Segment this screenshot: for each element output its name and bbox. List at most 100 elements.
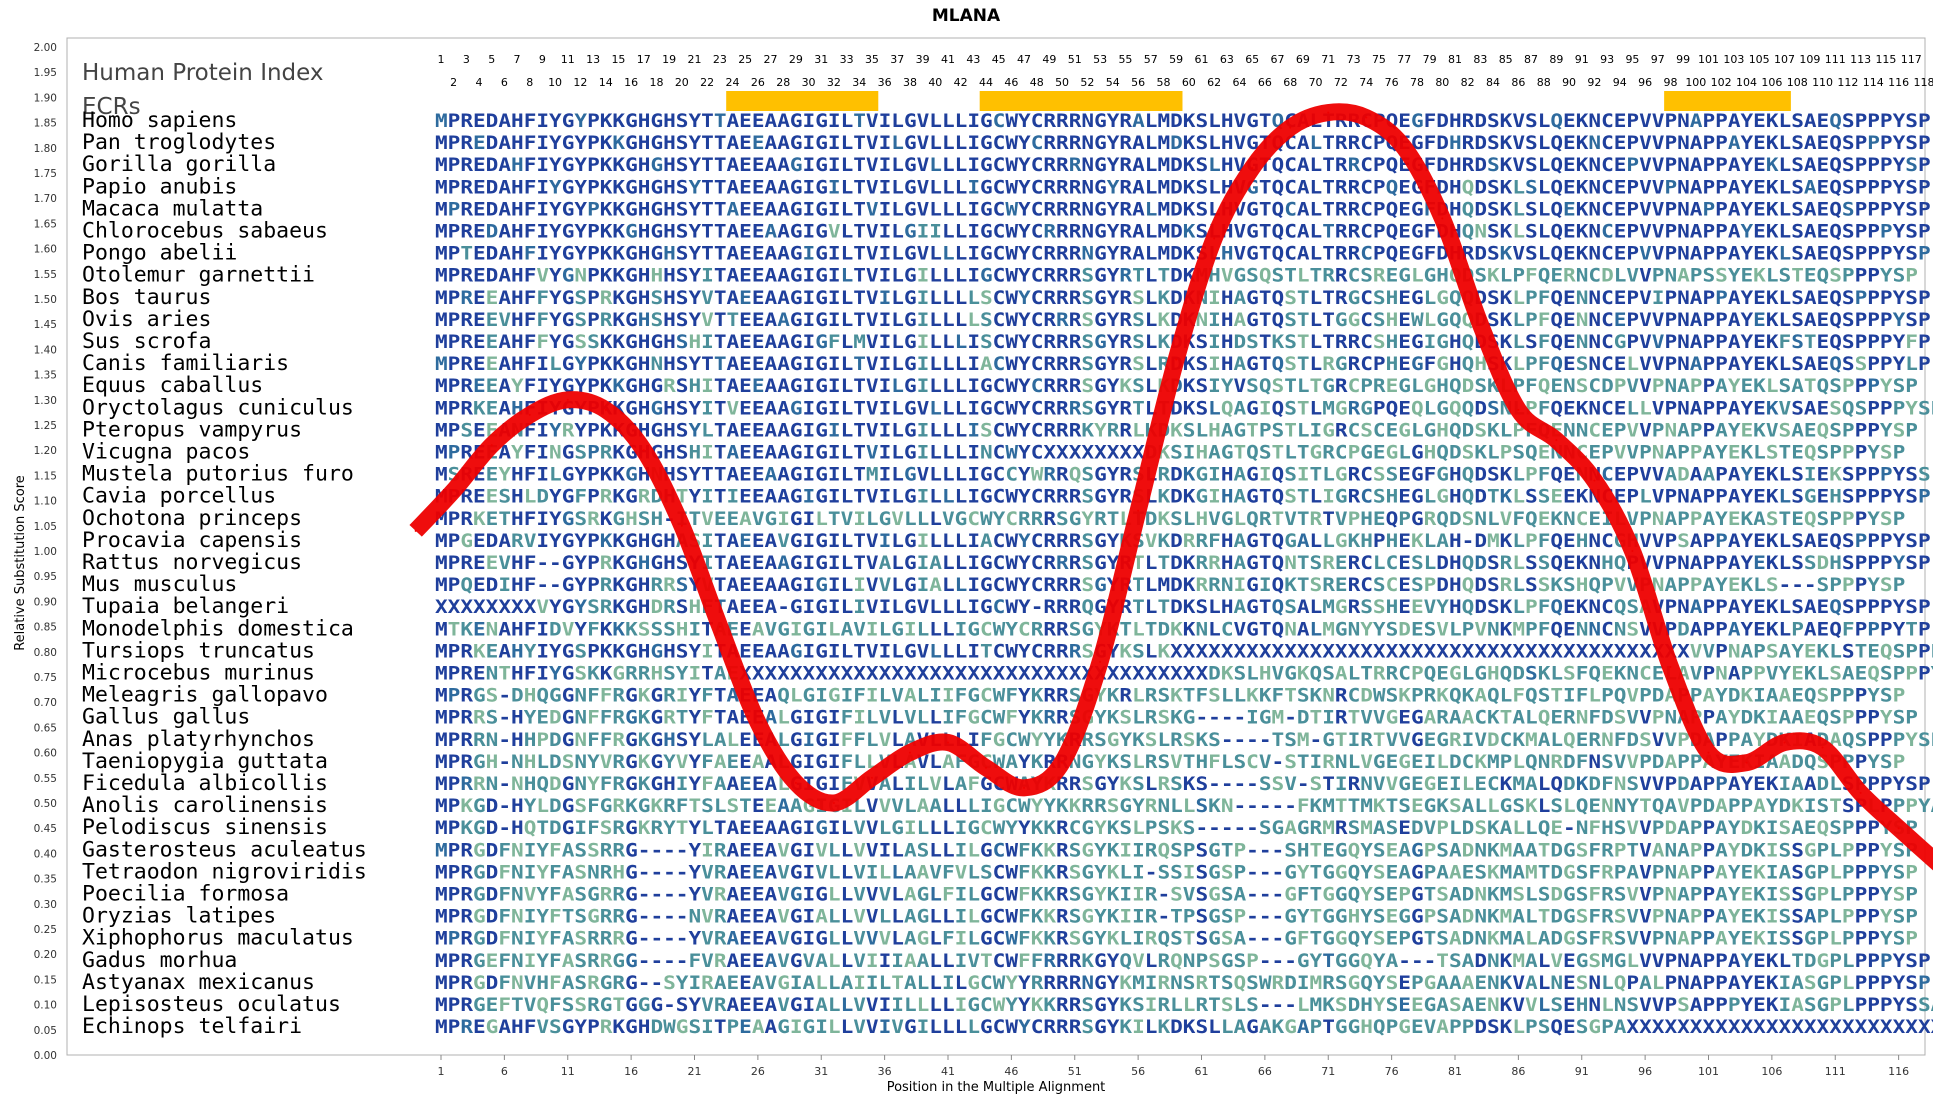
protein-index-number: 75 [1372, 53, 1386, 66]
species-name: Mus musculus [82, 572, 237, 597]
protein-index-number: 101 [1698, 53, 1719, 66]
x-tick-label: 66 [1258, 1065, 1272, 1078]
species-name: Oryctolagus cuniculus [82, 395, 354, 420]
ecr-bar [979, 91, 1183, 111]
y-tick-label: 0.95 [34, 571, 57, 583]
score-point [1403, 146, 1406, 149]
x-tick-label: 101 [1698, 1065, 1719, 1078]
sequence-row: MPRGDFNIYFASSRRG----YIRAEEAVGIVLLVVILASL… [435, 840, 1918, 861]
protein-index-number: 105 [1749, 53, 1770, 66]
protein-index-number: 88 [1537, 76, 1551, 89]
protein-index-number: 82 [1461, 76, 1475, 89]
ecr-label: ECRs [82, 94, 141, 120]
protein-index-number: 77 [1397, 53, 1411, 66]
sequence-row: MPTEDAHFIYGYPKKGHGHSYTTAEEAAGIGILTVILGVL… [435, 244, 1931, 265]
species-name: Ovis aries [82, 307, 211, 332]
y-tick-label: 0.05 [34, 1025, 57, 1037]
species-name: Bos taurus [82, 285, 211, 310]
protein-index-number: 79 [1423, 53, 1437, 66]
y-tick-label: 0.80 [34, 647, 57, 659]
y-tick-label: 1.20 [34, 445, 57, 457]
species-name: Oryzias latipes [82, 904, 276, 929]
y-tick-label: 0.30 [34, 899, 57, 911]
protein-index-number: 54 [1106, 76, 1120, 89]
protein-index-number: 117 [1901, 53, 1922, 66]
ecr-bar [726, 91, 879, 111]
species-name: Gallus gallus [82, 705, 250, 730]
protein-index-number: 65 [1245, 53, 1259, 66]
x-tick-label: 91 [1575, 1065, 1589, 1078]
chart-title: MLANA [932, 6, 1001, 26]
score-point [604, 408, 607, 411]
x-tick-label: 11 [561, 1065, 575, 1078]
y-tick-label: 1.95 [34, 67, 57, 79]
species-name: Procavia capensis [82, 528, 302, 553]
protein-index-number: 62 [1207, 76, 1221, 89]
x-axis-label: Position in the Multiple Alignment [887, 1080, 1106, 1095]
protein-index-number: 116 [1888, 76, 1909, 89]
species-name: Gasterosteus aculeatus [82, 837, 367, 862]
sequence-row: MPRGDFNIYFTSGRRG----NVRAEEAVGIALLVVLLAGL… [435, 907, 1918, 928]
species-name: Rattus norvegicus [82, 550, 302, 575]
protein-index-number: 10 [548, 76, 562, 89]
protein-index-number: 32 [827, 76, 841, 89]
protein-index-number: 74 [1359, 76, 1373, 89]
protein-index-number: 59 [1169, 53, 1183, 66]
y-tick-label: 0.70 [34, 697, 57, 709]
score-point [1327, 111, 1330, 114]
species-name: Gadus morhua [82, 948, 237, 973]
y-tick-label: 0.90 [34, 596, 57, 608]
score-point [642, 449, 645, 452]
x-tick-label: 96 [1638, 1065, 1652, 1078]
x-tick-label: 81 [1448, 1065, 1462, 1078]
species-name: Astyanax mexicanus [82, 970, 315, 995]
protein-index-number: 70 [1309, 76, 1323, 89]
protein-index-number: 118 [1913, 76, 1933, 89]
score-point [1517, 408, 1520, 411]
protein-index-number: 45 [992, 53, 1006, 66]
protein-index-number: 83 [1473, 53, 1487, 66]
species-name: Taeniopygia guttata [82, 749, 328, 774]
y-tick-label: 1.15 [34, 470, 57, 482]
y-tick-label: 1.75 [34, 168, 57, 180]
score-point [452, 489, 455, 492]
score-point [528, 413, 531, 416]
protein-index-number: 35 [865, 53, 879, 66]
score-point [794, 781, 797, 784]
protein-index-number: 15 [611, 53, 625, 66]
score-point [1441, 217, 1444, 220]
protein-index-number: 7 [514, 53, 521, 66]
score-point [718, 625, 721, 628]
protein-index-number: 58 [1156, 76, 1170, 89]
protein-index-number: 33 [840, 53, 854, 66]
species-name: Pan troglodytes [82, 130, 276, 155]
sequence-row: MPRRS-HYEDGNFFRGKGRTYFTAEEALGIGIFILVLVLL… [435, 708, 1918, 729]
score-point [1555, 439, 1558, 442]
protein-index-number: 17 [637, 53, 651, 66]
protein-index-number: 100 [1685, 76, 1706, 89]
sequence-row: MPGEDARVIYGYPKKGHGHASITAEEAVGIGILTVILGIL… [435, 531, 1931, 552]
y-tick-label: 1.90 [34, 92, 57, 104]
score-point [1897, 827, 1900, 830]
protein-index-number: 27 [764, 53, 778, 66]
protein-index-number: 107 [1774, 53, 1795, 66]
species-name: Meleagris gallopavo [82, 683, 328, 708]
score-point [1479, 323, 1482, 326]
sequence-row: MPKGD-HYLDGSFGRKGKRFTSLSTEEAAGIGILVVVLAA… [435, 796, 1933, 817]
score-point [1821, 746, 1824, 749]
score-point [1289, 126, 1292, 129]
protein-index-number: 14 [599, 76, 613, 89]
protein-index-number: 31 [814, 53, 828, 66]
protein-index-number: 30 [802, 76, 816, 89]
protein-index-number: 42 [954, 76, 968, 89]
protein-index-number: 93 [1600, 53, 1614, 66]
sequence-row: MPRGDFNVYFASGRRG----YVRAEEAVGIGLLVVVLAGL… [435, 885, 1918, 906]
sequence-row: MPRGDFNVHFASRGRG--SYIRAEEAVGIALLAIILTALL… [435, 973, 1931, 994]
y-tick-label: 1.50 [34, 294, 57, 306]
sequence-row: MPREDAHFIYGYPKKGHGHSYTTAEEAAGIGILTVILGVL… [435, 111, 1931, 132]
protein-index-number: 25 [738, 53, 752, 66]
protein-index-number: 5 [488, 53, 495, 66]
protein-index-number: 50 [1055, 76, 1069, 89]
x-tick-label: 106 [1761, 1065, 1782, 1078]
protein-index-number: 29 [789, 53, 803, 66]
